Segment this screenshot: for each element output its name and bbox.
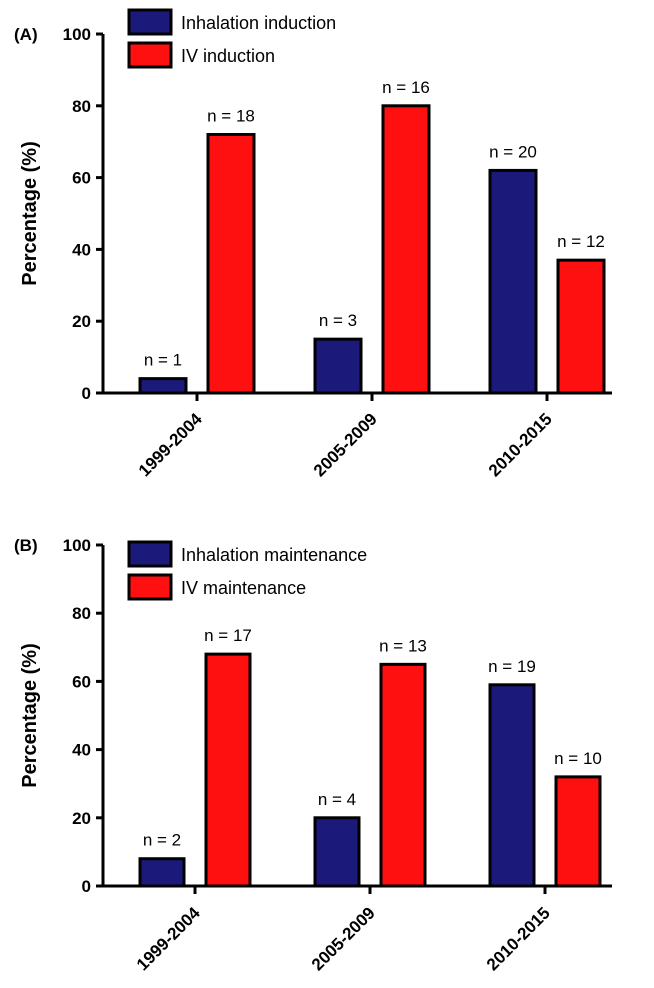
- y-tick-label: 100: [63, 536, 91, 555]
- data-label: n = 13: [379, 636, 427, 655]
- data-label: n = 3: [319, 311, 357, 330]
- bar: [556, 258, 606, 395]
- data-label: n = 19: [488, 657, 536, 676]
- y-tick-label: 60: [72, 169, 91, 188]
- bar: [313, 337, 363, 395]
- bar: [313, 816, 361, 888]
- panel-label: (A): [14, 25, 38, 44]
- y-tick-label: 80: [72, 604, 91, 623]
- x-tick-label: 1999-2004: [133, 903, 204, 974]
- chart-panel-a: (A) 0 20 40 60 80 100 Percentage (%) n = 1 n = 18…: [14, 8, 612, 480]
- y-tick-label: 60: [72, 672, 91, 691]
- bar: [379, 662, 427, 888]
- y-tick-label: 40: [72, 741, 91, 760]
- x-tick-label: 2005-2009: [308, 903, 379, 974]
- legend-label: IV maintenance: [181, 578, 306, 598]
- legend-label: Inhalation induction: [181, 13, 336, 33]
- x-tick-label: 2010-2015: [483, 903, 554, 974]
- y-tick-label: 20: [72, 809, 91, 828]
- data-label: n = 17: [204, 626, 252, 645]
- y-axis-label: Percentage (%): [19, 643, 41, 788]
- bar: [206, 133, 256, 395]
- chart-panel-b: (B) 0 20 40 60 80 100 Percentage (%) n = 2 n = 17…: [14, 536, 612, 974]
- data-label: n = 4: [318, 790, 356, 809]
- bar: [138, 377, 188, 395]
- y-tick-label: 20: [72, 312, 91, 331]
- bar: [204, 652, 252, 888]
- y-axis-label: Percentage (%): [19, 141, 41, 286]
- data-label: n = 12: [557, 232, 605, 251]
- panel-label: (B): [14, 536, 38, 555]
- data-label: n = 20: [489, 142, 537, 161]
- x-tick-label: 2005-2009: [310, 409, 381, 480]
- legend-swatch: [127, 573, 173, 601]
- y-tick-label: 0: [82, 877, 91, 896]
- data-label: n = 10: [554, 749, 602, 768]
- legend-swatch: [127, 8, 173, 36]
- bar: [138, 857, 186, 888]
- x-tick-label: 1999-2004: [135, 409, 206, 480]
- legend-swatch: [127, 41, 173, 69]
- legend-swatch: [127, 540, 173, 568]
- bar: [488, 168, 538, 395]
- y-tick-label: 40: [72, 240, 91, 259]
- bar: [554, 775, 602, 888]
- bar: [488, 683, 536, 888]
- x-tick-label: 2010-2015: [485, 409, 556, 480]
- data-label: n = 1: [144, 351, 182, 370]
- legend-label: Inhalation maintenance: [181, 545, 367, 565]
- bar: [381, 104, 431, 395]
- data-label: n = 2: [143, 831, 181, 850]
- data-label: n = 16: [382, 78, 430, 97]
- y-tick-label: 80: [72, 97, 91, 116]
- data-label: n = 18: [207, 107, 255, 126]
- legend-label: IV induction: [181, 46, 275, 66]
- y-tick-label: 100: [63, 25, 91, 44]
- y-tick-label: 0: [82, 384, 91, 403]
